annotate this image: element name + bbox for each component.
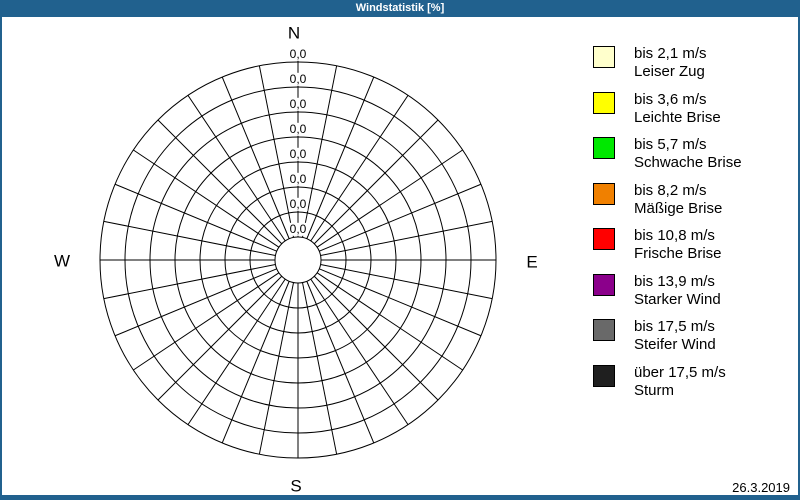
legend-swatch-icon — [593, 137, 615, 159]
ring-value-label: 0,0 — [288, 171, 308, 186]
compass-label-south: S — [290, 476, 302, 496]
legend-entry: über 17,5 m/s Sturm — [593, 364, 783, 400]
legend-speed-label: über 17,5 m/s — [634, 363, 726, 381]
date-label: 26.3.2019 — [732, 480, 790, 495]
legend-entry: bis 17,5 m/s Steifer Wind — [593, 318, 783, 354]
legend-entry: bis 3,6 m/s Leichte Brise — [593, 91, 783, 127]
window-title: Windstatistik [%] — [355, 2, 445, 14]
legend-class-label: Starker Wind — [634, 290, 721, 308]
ring-value-label: 0,0 — [288, 146, 308, 161]
legend-class-label: Steifer Wind — [634, 336, 716, 353]
legend-entry: bis 5,7 m/s Schwache Brise — [593, 136, 783, 172]
legend-swatch-icon — [593, 273, 615, 296]
ring-value-label: 0,0 — [288, 46, 308, 61]
legend-class-label: Mäßige Brise — [634, 199, 723, 217]
legend-speed-label: bis 5,7 m/s — [634, 136, 707, 153]
legend-class-label: Sturm — [634, 381, 675, 399]
legend-speed-label: bis 17,5 m/s — [634, 318, 715, 335]
legend-speed-label: bis 10,8 m/s — [634, 227, 715, 244]
legend-speed-label: bis 13,9 m/s — [634, 272, 715, 290]
legend-class-label: Frische Brise — [634, 245, 722, 262]
legend-swatch-icon — [593, 364, 615, 387]
ring-value-label: 0,0 — [288, 221, 308, 236]
bottom-border — [2, 495, 798, 500]
legend-entry: bis 2,1 m/s Leiser Zug — [593, 45, 783, 81]
legend-entry: bis 13,9 m/s Starker Wind — [593, 273, 783, 309]
legend-swatch-icon — [593, 91, 615, 114]
legend-class-label: Leiser Zug — [634, 63, 705, 80]
compass-label-east: E — [526, 252, 538, 272]
ring-value-label: 0,0 — [288, 196, 308, 211]
ring-value-label: 0,0 — [288, 71, 308, 86]
legend-class-label: Leichte Brise — [634, 108, 721, 126]
titlebar[interactable]: Windstatistik [%] — [2, 0, 798, 17]
legend-swatch-icon — [593, 228, 615, 250]
legend-class-label: Schwache Brise — [634, 154, 742, 171]
legend-speed-label: bis 2,1 m/s — [634, 45, 707, 62]
legend-entry: bis 8,2 m/s Mäßige Brise — [593, 182, 783, 218]
legend-swatch-icon — [593, 319, 615, 341]
legend-swatch-icon — [593, 46, 615, 68]
legend-speed-label: bis 8,2 m/s — [634, 181, 707, 199]
ring-value-label: 0,0 — [288, 96, 308, 111]
legend-swatch-icon — [593, 182, 615, 205]
legend-entry: bis 10,8 m/s Frische Brise — [593, 227, 783, 263]
ring-value-label: 0,0 — [288, 121, 308, 136]
legend-speed-label: bis 3,6 m/s — [634, 90, 707, 108]
compass-label-north: N — [287, 23, 301, 43]
compass-label-west: W — [53, 251, 71, 271]
